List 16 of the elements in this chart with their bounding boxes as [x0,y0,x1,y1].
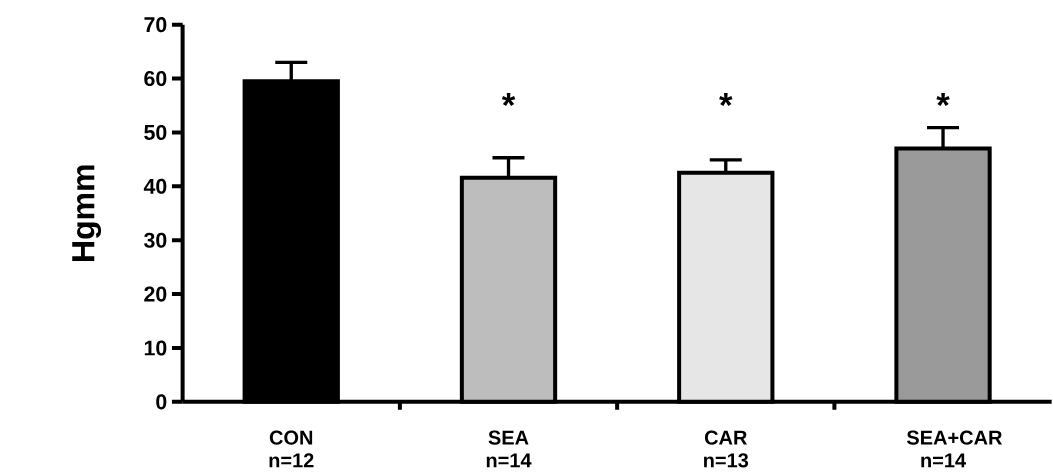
y-tick-label: 30 [144,232,167,248]
x-tick-label: CON n=12 [269,430,314,468]
y-tick-label: 0 [156,394,167,410]
x-tick-label: CAR n=13 [704,430,749,468]
y-tick-label: 40 [143,178,167,194]
y-tick-label: 60 [144,71,167,87]
y-tick-label: 70 [144,17,167,33]
annotation: * [501,93,516,107]
x-tick-label: SEA n=14 [486,430,532,468]
y-tick-label: 50 [144,124,167,141]
y-axis-title: Hgmm [72,165,102,261]
annotation: * [719,93,733,107]
x-tick-label: SEA+CAR n=14 [906,430,1003,468]
annotation: * [936,93,950,107]
y-tick-label: 20 [144,286,167,302]
y-tick-label: 10 [144,340,167,356]
